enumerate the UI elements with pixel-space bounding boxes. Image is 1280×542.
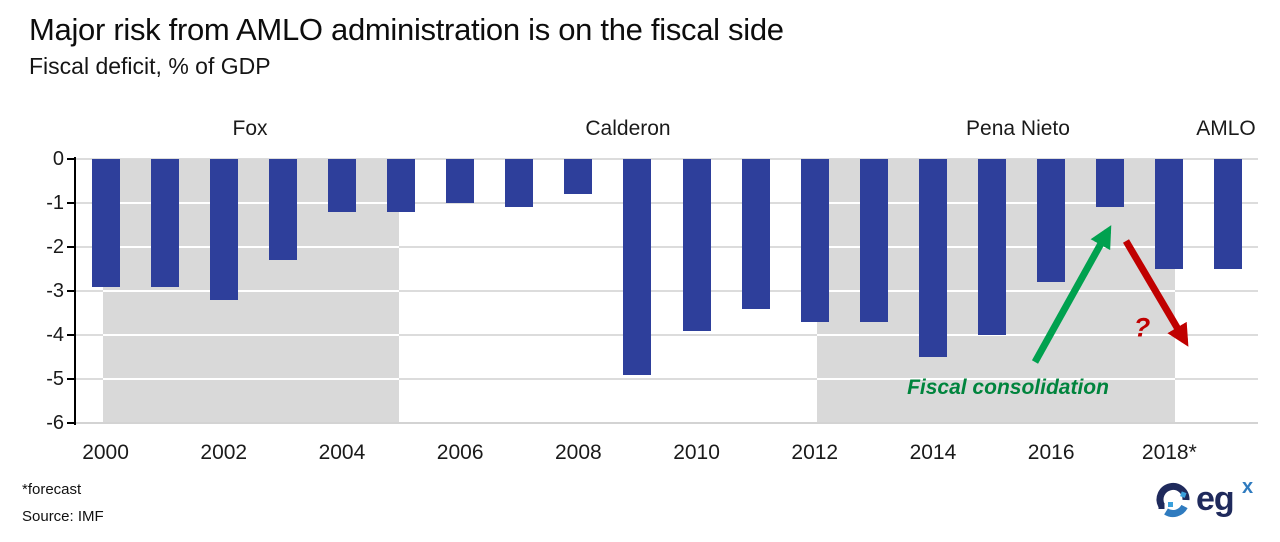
y-tick-label--5: -5 [46, 368, 64, 390]
x-tick-label-2008: 2008 [554, 441, 602, 464]
band-gridline--4 [816, 334, 1176, 336]
bar-2016 [1037, 159, 1066, 283]
y-tick-label--2: -2 [46, 236, 64, 258]
bar-2015 [978, 159, 1007, 335]
egx-logo-superscript: x [1242, 476, 1254, 498]
bar-2014 [918, 159, 947, 357]
chart-subtitle: Fiscal deficit, % of GDP [29, 53, 271, 79]
fiscal-consolidation-annotation: Fiscal consolidation [907, 376, 1109, 399]
y-tick-label--3: -3 [46, 280, 64, 302]
bar-2004 [327, 159, 356, 212]
bar-2017 [1096, 159, 1125, 208]
x-tick-label-2006: 2006 [436, 441, 484, 464]
bar-2001 [150, 159, 179, 287]
y-tick--2 [67, 246, 74, 248]
forecast-footnote: *forecast [22, 481, 82, 498]
band-gridline--5 [816, 378, 1176, 380]
y-tick--3 [67, 290, 74, 292]
source-note: Source: IMF [22, 508, 104, 525]
bar-2013 [859, 159, 888, 322]
question-mark-annotation: ? [1133, 312, 1151, 343]
gridline--5 [76, 378, 1258, 380]
egx-circular-arrows-icon [1156, 482, 1190, 517]
y-tick-label-0: 0 [52, 148, 64, 170]
y-tick--6 [67, 422, 74, 424]
president-label-calderon: Calderon [585, 117, 671, 140]
band-gridline--2 [102, 246, 400, 248]
gridline--3 [76, 290, 1258, 292]
bar-2019 [1214, 159, 1243, 269]
bar-2010 [682, 159, 711, 331]
x-tick-label-2010: 2010 [673, 441, 720, 464]
egx-logo-text: eg [1196, 480, 1235, 518]
gridline--1 [76, 202, 1258, 204]
band-gridline--4 [102, 334, 400, 336]
president-label-fox: Fox [232, 117, 268, 140]
president-label-pena-nieto: Pena Nieto [966, 117, 1070, 140]
bar-2002 [209, 159, 238, 300]
bar-2009 [623, 159, 652, 375]
x-tick-label-2004: 2004 [318, 441, 366, 464]
bar-2011 [741, 159, 770, 309]
bar-2018 [1155, 159, 1184, 269]
gridline-0 [76, 158, 1258, 160]
bar-2005 [387, 159, 416, 212]
y-tick-label--1: -1 [46, 192, 64, 214]
gridline--6 [76, 422, 1258, 424]
bar-2012 [800, 159, 829, 322]
bar-2007 [505, 159, 534, 208]
bar-2006 [446, 159, 475, 203]
y-tick-0 [67, 158, 74, 160]
page-title: Major risk from AMLO administration is o… [29, 12, 784, 47]
president-label-amlo: AMLO [1196, 117, 1256, 140]
x-tick-label-2018: 2018* [1141, 441, 1197, 464]
bar-2003 [268, 159, 297, 261]
x-tick-label-2014: 2014 [909, 441, 957, 464]
bar-2000 [91, 159, 120, 287]
y-tick--5 [67, 378, 74, 380]
band-gridline--5 [102, 378, 400, 380]
y-tick--1 [67, 202, 74, 204]
x-tick-label-2002: 2002 [200, 441, 248, 464]
band-gridline--1 [102, 202, 400, 204]
x-tick-label-2012: 2012 [791, 441, 839, 464]
y-axis-line [74, 157, 76, 425]
gridline--2 [76, 246, 1258, 248]
x-tick-label-2016: 2016 [1027, 441, 1075, 464]
x-tick-label-2000: 2000 [82, 441, 129, 464]
y-tick--4 [67, 334, 74, 336]
y-tick-label--6: -6 [46, 412, 64, 434]
band-gridline--3 [102, 290, 400, 292]
bar-chart-plot-area [76, 158, 1258, 424]
egx-logo: eg x [1152, 476, 1262, 524]
bar-2008 [564, 159, 593, 195]
gridline--4 [76, 334, 1258, 336]
y-tick-label--4: -4 [46, 324, 64, 346]
